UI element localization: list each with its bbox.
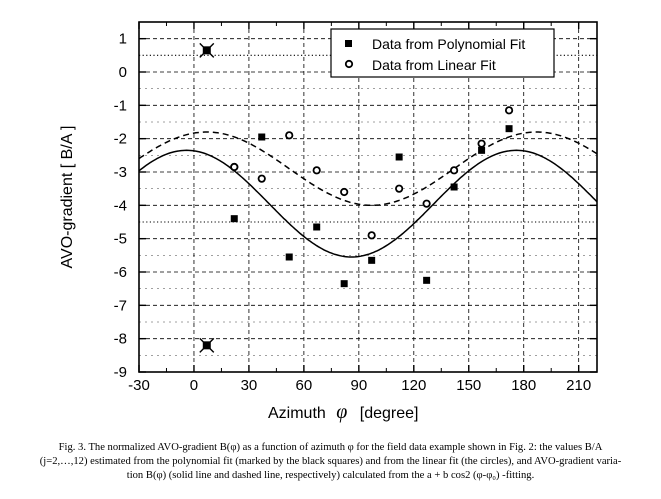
tick-labels: -9 -8 -7 -6 -5 -4 -3 -2 -1 0 1 -30 0 30 60 90 120 150 180 2…	[114, 31, 592, 394]
square-point	[478, 146, 486, 154]
circle-point	[312, 166, 321, 175]
circle-point	[477, 139, 486, 148]
x-tick-label: 150	[456, 377, 481, 394]
circle-point	[422, 199, 431, 208]
x-tick-label: 0	[190, 377, 198, 394]
legend-box	[330, 28, 555, 78]
plot-frame	[138, 21, 598, 373]
y-tick-label: 0	[119, 64, 127, 81]
caption-line-1: Fig. 3. The normalized AVO-gradient B(φ)…	[58, 442, 603, 453]
circle-point	[257, 174, 266, 183]
axis-ticks	[138, 22, 597, 373]
circle-point	[395, 184, 404, 193]
y-tick-label: -3	[114, 164, 127, 181]
x-tick-label: -30	[128, 377, 150, 394]
y-tick-label: -2	[114, 131, 127, 148]
y-axis-title: AVO-gradient [ B/A ]	[59, 126, 76, 269]
y-tick-label: -7	[114, 297, 127, 314]
caption-line-3: tion B(φ) (solid line and dashed line, r…	[126, 470, 535, 481]
y-tick-label: -5	[114, 231, 127, 248]
x-axis-title: Azimuth φ [degree]	[268, 401, 419, 423]
outlier-cross	[199, 337, 215, 353]
circle-point	[367, 231, 376, 240]
x-axis-title-prefix: Azimuth	[268, 405, 326, 422]
x-tick-label: 180	[511, 377, 536, 394]
y-tick-label: -6	[114, 264, 127, 281]
x-tick-label: 90	[350, 377, 367, 394]
circle-point	[230, 162, 239, 172]
square-point	[505, 125, 513, 133]
legend-circle-marker	[344, 59, 354, 69]
fit-curves	[138, 131, 598, 258]
y-tick-label: 1	[119, 31, 127, 48]
square-point	[258, 133, 266, 141]
legend-square-marker	[345, 40, 352, 47]
legend-entry-linear: Data from Linear Fit	[372, 57, 496, 73]
legend: Data from Polynomial Fit Data from Linea…	[330, 28, 555, 78]
circle-point	[504, 106, 514, 115]
y-tick-label: -9	[114, 364, 127, 381]
outlier-cross	[199, 42, 215, 58]
square-point	[340, 280, 348, 288]
caption-line-2: (j=2,…,12) estimated from the polynomial…	[39, 456, 622, 467]
circle-point	[450, 166, 459, 175]
square-point	[423, 276, 431, 284]
y-tick-label: -4	[114, 197, 127, 214]
x-tick-label: 210	[566, 377, 591, 394]
square-point	[395, 153, 403, 161]
circle-point	[340, 187, 349, 197]
grid-lines	[139, 22, 597, 373]
x-tick-label: 30	[241, 377, 258, 394]
square-point	[450, 183, 458, 191]
y-tick-label: -1	[114, 97, 127, 114]
dashed-fit-curve	[138, 131, 598, 207]
x-tick-label: 60	[296, 377, 313, 394]
figure-caption: Fig. 3. The normalized AVO-gradient B(φ)…	[6, 441, 655, 483]
x-axis-title-unit: [degree]	[360, 405, 419, 422]
square-point	[285, 253, 293, 261]
data-points	[199, 42, 514, 353]
circle-point	[285, 131, 294, 140]
square-point	[368, 256, 376, 264]
legend-entry-polynomial: Data from Polynomial Fit	[372, 36, 525, 52]
avo-gradient-chart: -9 -8 -7 -6 -5 -4 -3 -2 -1 0 1 -30 0 30 60 90 120 150 180 2…	[59, 21, 598, 423]
y-tick-label: -8	[114, 331, 127, 348]
x-tick-label: 120	[401, 377, 426, 394]
square-point	[313, 223, 321, 231]
square-point	[230, 215, 238, 223]
x-axis-title-symbol: φ	[336, 401, 347, 423]
solid-fit-curve	[138, 149, 598, 258]
